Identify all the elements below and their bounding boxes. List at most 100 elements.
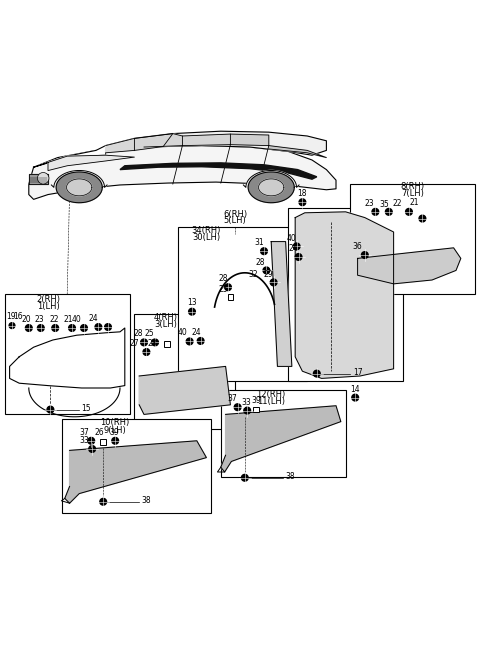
Text: 12(RH): 12(RH)	[257, 390, 286, 399]
Circle shape	[69, 325, 75, 331]
Text: 28: 28	[255, 258, 265, 266]
Circle shape	[225, 284, 231, 291]
Text: 9(LH): 9(LH)	[104, 426, 127, 435]
Text: 33: 33	[79, 436, 89, 445]
Text: 6(RH): 6(RH)	[223, 210, 247, 218]
Text: 22: 22	[393, 199, 402, 207]
Polygon shape	[230, 134, 269, 146]
Polygon shape	[10, 328, 125, 388]
Polygon shape	[269, 146, 326, 157]
Polygon shape	[271, 241, 292, 367]
Text: 4(RH): 4(RH)	[154, 313, 178, 322]
Polygon shape	[248, 172, 294, 203]
Text: 26: 26	[95, 428, 104, 436]
Circle shape	[105, 323, 111, 331]
Text: 19: 19	[6, 312, 15, 321]
Polygon shape	[243, 171, 299, 188]
Polygon shape	[358, 248, 461, 284]
Polygon shape	[67, 179, 92, 195]
Polygon shape	[221, 406, 341, 472]
Text: 24: 24	[192, 328, 202, 337]
Text: 14: 14	[350, 385, 360, 394]
Circle shape	[25, 325, 32, 331]
Text: 3(LH): 3(LH)	[154, 319, 177, 329]
Text: 7(LH): 7(LH)	[401, 188, 424, 197]
Polygon shape	[106, 131, 326, 155]
Circle shape	[186, 338, 193, 345]
Text: 31: 31	[254, 238, 264, 247]
Circle shape	[263, 267, 270, 274]
Bar	[178, 227, 307, 380]
Text: 18: 18	[298, 189, 307, 198]
Text: 32: 32	[248, 270, 258, 279]
Text: 36: 36	[353, 242, 362, 251]
Circle shape	[313, 370, 320, 377]
Bar	[134, 314, 235, 429]
Text: 30(LH): 30(LH)	[192, 233, 220, 242]
Polygon shape	[51, 171, 107, 188]
Circle shape	[299, 199, 306, 205]
Text: 38: 38	[286, 472, 295, 482]
Text: 17: 17	[353, 368, 362, 377]
Text: 37: 37	[227, 394, 237, 403]
Polygon shape	[139, 367, 230, 415]
Text: 24: 24	[289, 244, 299, 253]
Circle shape	[352, 394, 359, 401]
Text: 15: 15	[82, 404, 91, 413]
Text: 10(RH): 10(RH)	[101, 419, 130, 428]
Bar	[253, 407, 259, 413]
Circle shape	[419, 215, 426, 222]
Text: 37: 37	[79, 428, 89, 436]
Text: 23: 23	[365, 199, 374, 207]
Text: 1(LH): 1(LH)	[36, 302, 60, 311]
Text: 33: 33	[241, 398, 251, 407]
Text: 24: 24	[89, 314, 98, 323]
Circle shape	[152, 339, 158, 346]
Circle shape	[197, 338, 204, 344]
Text: 34(RH): 34(RH)	[192, 226, 221, 235]
Text: 23: 23	[148, 338, 157, 348]
Circle shape	[385, 209, 392, 215]
Circle shape	[112, 438, 119, 444]
Circle shape	[89, 445, 96, 453]
Circle shape	[81, 325, 87, 331]
Text: 35: 35	[379, 200, 389, 209]
Circle shape	[189, 308, 195, 315]
Polygon shape	[106, 134, 173, 153]
Text: 39: 39	[109, 428, 119, 436]
Circle shape	[361, 252, 368, 258]
Circle shape	[234, 404, 241, 411]
Text: 16: 16	[13, 312, 23, 321]
Circle shape	[295, 254, 302, 260]
Circle shape	[52, 325, 59, 331]
Polygon shape	[48, 155, 134, 171]
Text: 21: 21	[63, 316, 73, 324]
Text: 40: 40	[72, 316, 82, 324]
Circle shape	[244, 407, 251, 414]
Polygon shape	[182, 134, 230, 146]
Text: 39: 39	[252, 396, 261, 405]
Text: 29: 29	[264, 270, 274, 279]
Polygon shape	[34, 146, 106, 167]
Polygon shape	[56, 172, 102, 203]
Bar	[288, 208, 403, 380]
Polygon shape	[29, 146, 336, 199]
Circle shape	[270, 279, 277, 286]
Polygon shape	[29, 174, 48, 184]
Text: 27: 27	[130, 338, 139, 348]
Text: 20: 20	[22, 316, 31, 324]
Text: 25: 25	[218, 285, 228, 293]
Circle shape	[241, 474, 248, 481]
Text: 28: 28	[218, 274, 228, 283]
Circle shape	[37, 173, 49, 184]
Circle shape	[9, 323, 15, 329]
Circle shape	[88, 438, 95, 444]
Circle shape	[141, 339, 147, 346]
Polygon shape	[134, 134, 182, 150]
Circle shape	[372, 209, 379, 215]
Bar	[5, 295, 130, 415]
Text: 5(LH): 5(LH)	[224, 216, 247, 226]
Bar	[164, 341, 170, 347]
Text: 40: 40	[287, 234, 297, 243]
Circle shape	[37, 325, 44, 331]
